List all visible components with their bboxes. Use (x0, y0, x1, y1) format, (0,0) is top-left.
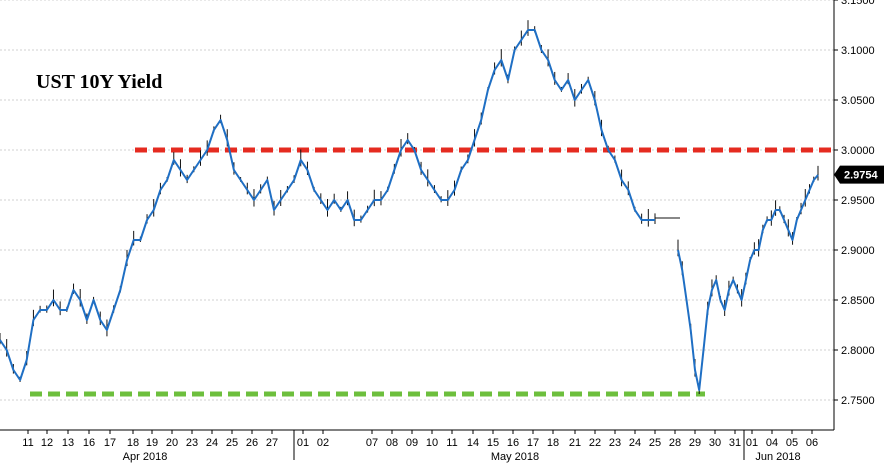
x-tick-label: 18 (127, 437, 139, 449)
x-tick-label: 16 (507, 437, 519, 449)
x-tick-label: 31 (729, 437, 741, 449)
y-tick-label: 2.8500 (841, 295, 875, 307)
last-value-label: 2.9754 (834, 165, 884, 184)
x-tick-label: 20 (166, 437, 178, 449)
x-tick-label: 01 (297, 437, 309, 449)
y-tick-label: 3.0000 (841, 145, 875, 157)
x-month-label: Apr 2018 (123, 451, 168, 463)
x-tick-label: 27 (266, 437, 278, 449)
x-tick-label: 14 (467, 437, 479, 449)
x-tick-label: 19 (146, 437, 158, 449)
x-tick-label: 28 (669, 437, 681, 449)
y-tick-label: 3.1000 (841, 45, 875, 57)
x-tick-label: 29 (689, 437, 701, 449)
x-tick-label: 25 (649, 437, 661, 449)
series-group (0, 20, 819, 395)
x-tick-label: 26 (246, 437, 258, 449)
x-tick-label: 11 (22, 437, 33, 449)
x-tick-label: 24 (206, 437, 218, 449)
x-tick-label: 17 (104, 437, 116, 449)
x-tick-label: 11 (446, 437, 457, 449)
x-tick-label: 25 (226, 437, 238, 449)
y-tick-label: 2.7500 (841, 395, 875, 407)
x-tick-label: 21 (569, 437, 581, 449)
y-tick-label: 3.1500 (841, 0, 875, 7)
y-tick-label: 2.9500 (841, 195, 875, 207)
x-axis: 11 12 13 16 17 18 19 20 23 24 25 26 27 01 02 07 08 09 10 11… (0, 429, 834, 463)
series-line (677, 174, 819, 391)
x-tick-label: 10 (426, 437, 438, 449)
x-month-label: May 2018 (491, 451, 539, 463)
chart-title: UST 10Y Yield (36, 71, 162, 93)
x-month-label: Jun 2018 (755, 451, 800, 463)
x-tick-label: 06 (806, 437, 818, 449)
y-tick-label: 2.9000 (841, 245, 875, 257)
x-tick-label: 12 (41, 437, 53, 449)
x-tick-label: 23 (609, 437, 621, 449)
last-value-text: 2.9754 (844, 170, 879, 182)
x-tick-label: 15 (487, 437, 499, 449)
y-axis: 3.1500 3.1000 3.0500 3.0000 2.9500 2.9000 2.85… (833, 0, 875, 430)
grid (0, 0, 834, 401)
reference-lines (30, 147, 834, 397)
x-tick-label: 30 (709, 437, 721, 449)
y-tick-label: 2.8000 (841, 345, 875, 357)
x-tick-label: 09 (406, 437, 418, 449)
x-tick-label: 08 (386, 437, 398, 449)
x-tick-label: 17 (527, 437, 539, 449)
x-tick-label: 01 (746, 437, 758, 449)
x-tick-label: 04 (766, 437, 778, 449)
x-tick-label: 24 (629, 437, 641, 449)
x-tick-label: 22 (589, 437, 601, 449)
x-tick-label: 05 (786, 437, 798, 449)
series-line (0, 29, 655, 381)
last-value-badge (834, 165, 884, 184)
x-tick-label: 07 (366, 437, 378, 449)
x-tick-label: 13 (62, 437, 74, 449)
x-tick-label: 02 (317, 437, 329, 449)
x-tick-label: 18 (547, 437, 559, 449)
x-tick-label: 23 (186, 437, 198, 449)
y-tick-label: 3.0500 (841, 95, 875, 107)
x-tick-label: 16 (83, 437, 95, 449)
